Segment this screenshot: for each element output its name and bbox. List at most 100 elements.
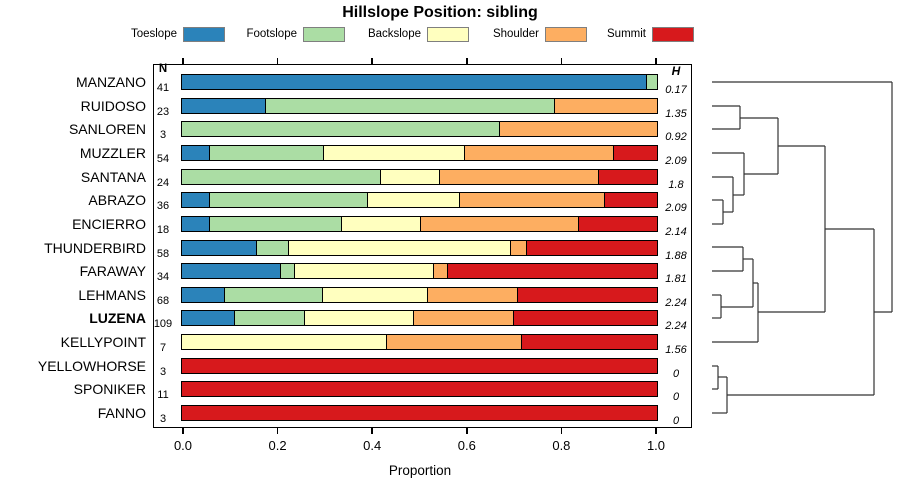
x-tick-bottom	[560, 428, 563, 434]
bar-segment-shoulder	[433, 264, 448, 279]
bar	[181, 334, 658, 351]
bar-segment-footslope	[223, 287, 322, 302]
bar-segment-summit	[613, 145, 657, 160]
x-tick-label: 0.8	[552, 438, 571, 453]
row-label: SANTANA	[80, 168, 146, 185]
h-value: 0.92	[665, 131, 687, 144]
bar-segment-backslope	[366, 193, 459, 208]
x-tick-bottom	[371, 428, 373, 434]
bar	[181, 263, 658, 280]
bar-segment-toeslope	[182, 75, 646, 89]
bar-segment-shoulder	[426, 287, 518, 302]
bar-segment-backslope	[304, 311, 413, 326]
row-label: RUIDOSO	[80, 97, 146, 114]
bar-segment-summit	[513, 311, 657, 326]
h-value: 1.88	[665, 249, 687, 262]
n-column-header: N	[158, 63, 168, 75]
n-value: 41	[156, 82, 170, 94]
x-tick-top	[466, 58, 468, 64]
bar	[181, 144, 658, 161]
bar-segment-backslope	[321, 287, 427, 302]
bar-segment-summit	[182, 358, 657, 373]
bar-segment-toeslope	[182, 264, 280, 279]
bar-segment-toeslope	[182, 193, 209, 208]
h-value: 1.35	[665, 107, 687, 120]
n-value: 11	[157, 389, 169, 402]
h-value: 2.24	[665, 320, 687, 333]
x-tick-top	[655, 58, 657, 64]
row-label: YELLOWHORSE	[37, 357, 146, 374]
row-label: ABRAZO	[88, 192, 146, 209]
bar	[181, 357, 658, 374]
bar-segment-summit	[517, 287, 657, 302]
legend-label: Summit	[607, 28, 646, 40]
bar-segment-backslope	[288, 240, 510, 255]
h-value: 1.81	[665, 273, 687, 286]
legend-swatch-footslope	[303, 27, 345, 42]
bar-segment-shoulder	[385, 335, 522, 350]
n-value: 23	[156, 105, 170, 118]
x-tick-bottom	[182, 428, 184, 434]
x-tick-label: 1.0	[646, 438, 666, 453]
bar-segment-summit	[597, 169, 657, 184]
bar-segment-summit	[447, 264, 657, 279]
bar-segment-shoulder	[553, 98, 657, 113]
h-value: 0	[672, 415, 680, 427]
bar	[181, 381, 658, 398]
h-value: 1.56	[665, 344, 687, 357]
bar-segment-toeslope	[182, 240, 256, 255]
bar-segment-backslope	[182, 335, 386, 350]
row-label: SANLOREN	[68, 121, 146, 138]
x-tick-label: 0.0	[173, 438, 193, 453]
h-value: 0	[672, 367, 680, 380]
n-value: 54	[156, 152, 170, 165]
bar-segment-toeslope	[182, 287, 224, 302]
bar	[181, 168, 658, 185]
bar-segment-footslope	[208, 145, 324, 160]
bar	[181, 405, 658, 421]
n-value: 58	[156, 247, 170, 260]
h-value: 2.14	[665, 225, 687, 238]
h-column-header: H	[671, 64, 681, 78]
bar-segment-summit	[521, 335, 657, 350]
legend-label: Footslope	[246, 28, 297, 40]
bar-segment-summit	[525, 240, 657, 255]
bar-segment-backslope	[293, 264, 434, 279]
bar-segment-backslope	[380, 169, 440, 184]
bar-segment-shoulder	[463, 145, 614, 160]
bar-segment-shoulder	[458, 193, 605, 208]
h-value: 2.09	[665, 154, 687, 167]
x-tick-label: 0.4	[363, 438, 382, 453]
bar-segment-shoulder	[509, 240, 526, 255]
chart-title: Hillslope Position: sibling	[342, 4, 538, 21]
n-value: 68	[156, 294, 170, 307]
n-value: 34	[156, 271, 170, 284]
h-value: 2.09	[665, 202, 687, 215]
dendrogram	[712, 81, 893, 414]
bar	[181, 97, 658, 114]
n-value: 7	[159, 342, 167, 355]
n-value: 3	[159, 129, 167, 142]
x-tick-top	[371, 58, 373, 64]
row-label: FARAWAY	[79, 263, 146, 280]
x-tick-top	[560, 58, 563, 64]
bar-segment-footslope	[182, 122, 499, 137]
bar-segment-footslope	[182, 169, 381, 184]
plot-box	[153, 64, 692, 428]
legend-swatch-backslope	[427, 27, 469, 42]
row-label: THUNDERBIRD	[44, 239, 146, 256]
bar-segment-footslope	[279, 264, 294, 279]
bar-segment-shoulder	[498, 122, 657, 137]
x-tick-top	[276, 58, 279, 64]
h-value: 0	[672, 391, 680, 404]
row-label: MANZANO	[76, 74, 146, 90]
bar-segment-backslope	[323, 145, 464, 160]
row-label: KELLYPOINT	[60, 334, 146, 351]
x-axis-title: Proportion	[388, 463, 452, 478]
row-label: LEHMANS	[78, 286, 146, 303]
h-value: 1.8	[668, 178, 684, 191]
bar	[181, 121, 658, 138]
bar-segment-toeslope	[182, 311, 235, 326]
n-value: 24	[156, 176, 170, 189]
legend-swatch-shoulder	[545, 27, 587, 42]
